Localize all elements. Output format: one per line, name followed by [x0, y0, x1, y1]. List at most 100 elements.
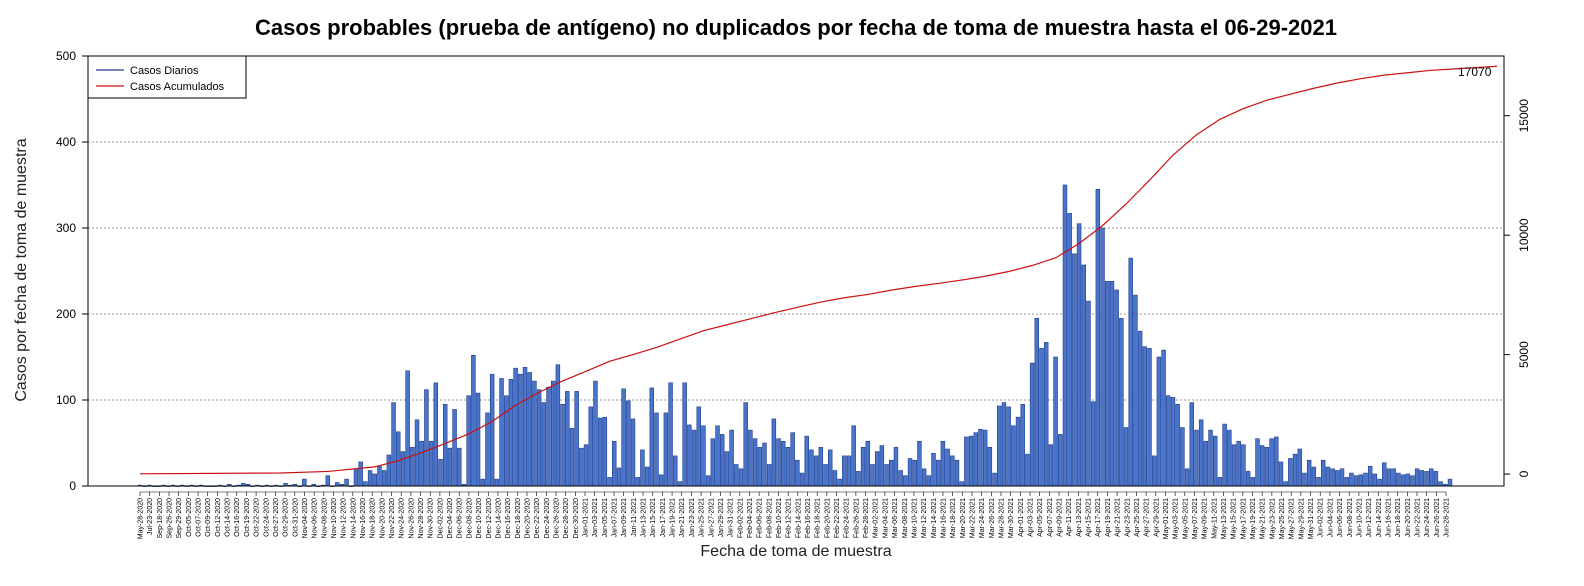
x-tick-label: Jun-10-2021 [1356, 498, 1363, 537]
daily-bar [776, 438, 781, 487]
x-axis: May-28-2020 Jul-23-2020 Sep-18-2020 Sep-26-… [138, 491, 1451, 539]
x-tick-label: Oct-29-2020 [283, 498, 290, 537]
cumulative-line [139, 65, 1497, 475]
daily-bar [903, 475, 908, 487]
daily-bar [926, 475, 932, 487]
daily-bar [466, 395, 471, 487]
daily-bar [565, 391, 570, 487]
y-tick-label: 200 [56, 307, 76, 321]
daily-bar [452, 409, 457, 487]
daily-bar [569, 428, 575, 487]
daily-bar [687, 424, 692, 487]
daily-bar [1311, 466, 1317, 487]
daily-bar [518, 373, 523, 487]
daily-bar [1011, 425, 1016, 487]
x-tick-label: Mar-20-2021 [960, 498, 967, 538]
daily-bar [719, 434, 725, 487]
y-tick-label: 500 [56, 49, 76, 63]
daily-bar [1072, 253, 1077, 487]
daily-bar [1438, 481, 1443, 487]
daily-bar [743, 402, 748, 487]
daily-bar [560, 403, 565, 487]
daily-bar [715, 425, 720, 487]
x-tick-label: Jun-08-2021 [1347, 498, 1354, 537]
x-tick-label: Oct-19-2020 [244, 498, 251, 537]
x-tick-label: Dec-04-2020 [447, 498, 454, 539]
daily-bar [884, 464, 889, 487]
daily-bar [762, 442, 767, 487]
daily-bar [766, 464, 772, 487]
daily-bar [410, 446, 415, 487]
daily-bar [1316, 477, 1321, 487]
x-tick-label: Jan-07-2021 [612, 498, 619, 537]
x-tick-label: Jan-11-2021 [631, 498, 638, 537]
daily-bar [1227, 429, 1232, 487]
daily-bar [1137, 330, 1143, 487]
daily-bar [1428, 468, 1434, 487]
daily-bar [1034, 317, 1040, 487]
daily-bar [771, 418, 777, 487]
daily-bar [621, 388, 626, 487]
x-tick-label: Feb-14-2021 [795, 498, 802, 538]
x-tick-label: Jan-05-2021 [602, 498, 609, 537]
x-tick-label: May-13-2021 [1221, 498, 1228, 539]
daily-bar [1067, 213, 1072, 487]
daily-bar [865, 440, 871, 487]
daily-bar [874, 451, 880, 487]
grid-lines [88, 141, 1504, 401]
daily-bar [757, 446, 763, 487]
x-tick-label: Dec-22-2020 [534, 498, 541, 539]
daily-bar [1297, 448, 1302, 487]
x-tick-label: Mar-14-2021 [931, 498, 938, 538]
daily-bar [344, 478, 349, 487]
x-tick-label: Apr-29-2021 [1153, 498, 1160, 537]
daily-bar [489, 373, 495, 487]
daily-bar [738, 468, 744, 487]
daily-bar [1288, 458, 1293, 487]
daily-bar [1269, 438, 1274, 487]
daily-bar [630, 418, 636, 487]
daily-bar [1039, 348, 1044, 487]
daily-bar [724, 451, 730, 487]
x-tick-label: Jun-24-2021 [1424, 498, 1431, 537]
x-tick-label: Dec-30-2020 [573, 498, 580, 539]
daily-bar [372, 473, 377, 487]
x-tick-label: Apr-27-2021 [1144, 498, 1151, 537]
daily-bar [940, 440, 946, 487]
daily-bar [1372, 473, 1378, 487]
x-tick-label: Nov-24-2020 [399, 498, 406, 539]
daily-bar [1405, 473, 1410, 487]
daily-bar [748, 429, 753, 487]
daily-bar [1292, 453, 1298, 487]
x-tick-label: May-19-2021 [1250, 498, 1257, 539]
x-tick-label: Mar-22-2021 [969, 498, 976, 538]
x-tick-label: Apr-19-2021 [1105, 498, 1112, 537]
daily-bar [1231, 444, 1237, 487]
x-tick-label: May-27-2021 [1289, 498, 1296, 539]
daily-bar [851, 425, 856, 487]
daily-bar [1090, 401, 1096, 487]
x-tick-label: Nov-04-2020 [302, 498, 309, 539]
daily-bar [433, 382, 439, 487]
daily-bar [499, 378, 504, 487]
daily-bar [1105, 281, 1110, 487]
y-axis-left: 0 100 200 300 400 500 [56, 49, 88, 493]
daily-bar [1100, 227, 1105, 487]
daily-bar [898, 470, 903, 487]
x-tick-label: Mar-26-2021 [989, 498, 996, 538]
daily-bar [856, 471, 861, 487]
daily-bar [705, 475, 711, 487]
x-tick-label: Mar-16-2021 [940, 498, 947, 538]
daily-bar [1274, 436, 1279, 487]
x-tick-label: Mar-18-2021 [950, 498, 957, 538]
daily-bar [781, 440, 786, 487]
daily-bar [1175, 403, 1180, 487]
daily-bar [612, 440, 617, 487]
daily-bar [1081, 264, 1086, 487]
daily-bar [1194, 429, 1199, 487]
daily-bar [550, 380, 556, 487]
x-tick-label: Apr-03-2021 [1028, 498, 1035, 537]
x-tick-label: Apr-13-2021 [1076, 498, 1083, 537]
daily-bar [1339, 468, 1345, 487]
